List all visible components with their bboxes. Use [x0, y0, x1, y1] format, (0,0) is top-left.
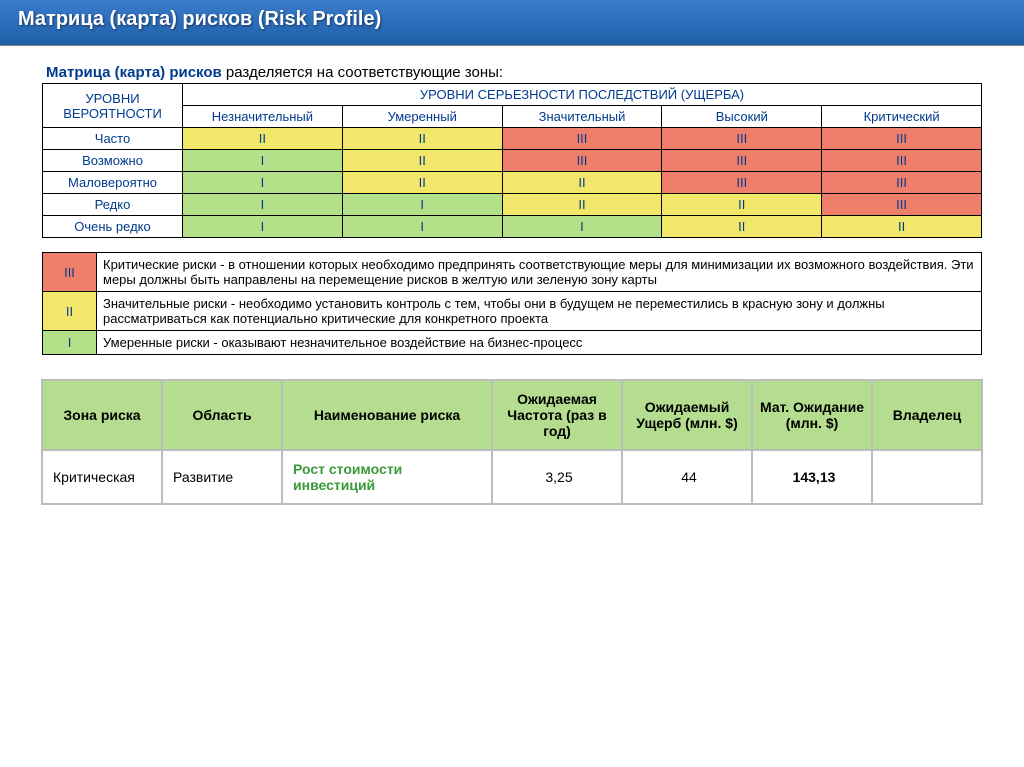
legend-row: IУмеренные риски - оказывают незначитель… [43, 331, 982, 355]
prob-label: Возможно [43, 150, 183, 172]
intro-text: Матрица (карта) рисков разделяется на со… [46, 64, 988, 81]
matrix-row: ВозможноIIIIIIIIIIII [43, 150, 982, 172]
matrix-row: ЧастоIIIIIIIIIIIII [43, 128, 982, 150]
matrix-cell: III [662, 128, 822, 150]
matrix-cell: III [502, 128, 662, 150]
sum-area: Развитие [162, 450, 282, 504]
matrix-cell: I [183, 172, 343, 194]
sum-h1: Область [162, 380, 282, 450]
matrix-cell: III [662, 150, 822, 172]
prob-label: Маловероятно [43, 172, 183, 194]
sum-freq: 3,25 [492, 450, 622, 504]
sum-expect: 143,13 [752, 450, 872, 504]
sum-h5: Мат. Ожидание (млн. $) [752, 380, 872, 450]
sev-4: Критический [822, 106, 982, 128]
intro-rest: разделяется на соответствующие зоны: [222, 64, 503, 81]
sev-3: Высокий [662, 106, 822, 128]
legend-row: IIЗначительные риски - необходимо устано… [43, 292, 982, 331]
matrix-cell: III [822, 128, 982, 150]
matrix-cell: II [662, 194, 822, 216]
prob-label: Редко [43, 194, 183, 216]
matrix-cell: I [183, 194, 343, 216]
sev-2: Значительный [502, 106, 662, 128]
sev-1: Умеренный [342, 106, 502, 128]
legend-text: Умеренные риски - оказывают незначительн… [97, 331, 982, 355]
prob-label: Часто [43, 128, 183, 150]
matrix-cell: II [183, 128, 343, 150]
sum-h6: Владелец [872, 380, 982, 450]
matrix-row-header: УРОВНИ ВЕРОЯТНОСТИ [43, 84, 183, 128]
summary-table: Зона риска Область Наименование риска Ож… [41, 379, 983, 505]
matrix-cell: I [502, 216, 662, 238]
intro-strong: Матрица (карта) рисков [46, 64, 222, 81]
prob-label: Очень редко [43, 216, 183, 238]
matrix-cell: I [342, 216, 502, 238]
matrix-col-header: УРОВНИ СЕРЬЕЗНОСТИ ПОСЛЕДСТВИЙ (УЩЕРБА) [183, 84, 982, 106]
matrix-cell: III [822, 150, 982, 172]
matrix-cell: II [342, 128, 502, 150]
page-title: Матрица (карта) рисков (Risk Profile) [0, 0, 1024, 46]
legend-table: IIIКритические риски - в отношении котор… [42, 252, 982, 355]
matrix-cell: II [342, 150, 502, 172]
legend-badge: I [43, 331, 97, 355]
matrix-row: МаловероятноIIIIIIIIIII [43, 172, 982, 194]
severity-row: Незначительный Умеренный Значительный Вы… [43, 106, 982, 128]
matrix-cell: I [183, 216, 343, 238]
matrix-cell: II [502, 172, 662, 194]
matrix-cell: II [662, 216, 822, 238]
matrix-cell: II [822, 216, 982, 238]
matrix-row: РедкоIIIIIIIII [43, 194, 982, 216]
sum-h3: Ожидаемая Частота (раз в год) [492, 380, 622, 450]
summary-row: Критическая Развитие Рост стоимости инве… [42, 450, 982, 504]
matrix-cell: I [342, 194, 502, 216]
matrix-row: Очень редкоIIIIIII [43, 216, 982, 238]
legend-text: Значительные риски - необходимо установи… [97, 292, 982, 331]
legend-badge: II [43, 292, 97, 331]
sum-name: Рост стоимости инвестиций [282, 450, 492, 504]
matrix-cell: III [662, 172, 822, 194]
sum-owner [872, 450, 982, 504]
legend-row: IIIКритические риски - в отношении котор… [43, 253, 982, 292]
sum-h4: Ожидаемый Ущерб (млн. $) [622, 380, 752, 450]
sum-h2: Наименование риска [282, 380, 492, 450]
matrix-cell: I [183, 150, 343, 172]
sum-damage: 44 [622, 450, 752, 504]
legend-badge: III [43, 253, 97, 292]
matrix-cell: III [822, 172, 982, 194]
legend-text: Критические риски - в отношении которых … [97, 253, 982, 292]
matrix-cell: II [502, 194, 662, 216]
content-area: Матрица (карта) рисков разделяется на со… [0, 46, 1024, 505]
sum-zone: Критическая [42, 450, 162, 504]
risk-matrix-table: УРОВНИ ВЕРОЯТНОСТИ УРОВНИ СЕРЬЕЗНОСТИ ПО… [42, 83, 982, 238]
matrix-cell: III [502, 150, 662, 172]
matrix-cell: III [822, 194, 982, 216]
sev-0: Незначительный [183, 106, 343, 128]
matrix-cell: II [342, 172, 502, 194]
sum-h0: Зона риска [42, 380, 162, 450]
